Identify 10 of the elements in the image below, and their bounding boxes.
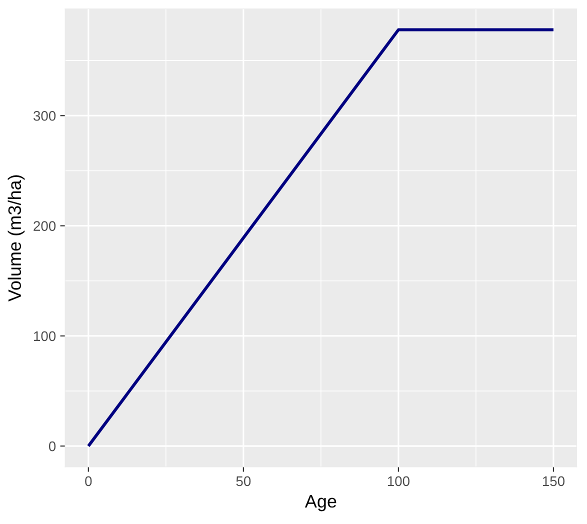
y-tick-label: 0 — [48, 441, 56, 452]
y-tick-label: 300 — [33, 110, 56, 121]
x-tick-label: 150 — [542, 476, 565, 486]
x-tick-label: 50 — [236, 476, 251, 486]
x-axis-title: Age — [304, 495, 336, 512]
y-axis-title: Volume (m3/ha) — [8, 175, 25, 302]
x-tick-label: 100 — [388, 476, 410, 486]
y-tick-label: 200 — [34, 221, 56, 231]
y-tick-label: 100 — [34, 331, 56, 342]
x-tick-label: 0 — [85, 476, 92, 486]
